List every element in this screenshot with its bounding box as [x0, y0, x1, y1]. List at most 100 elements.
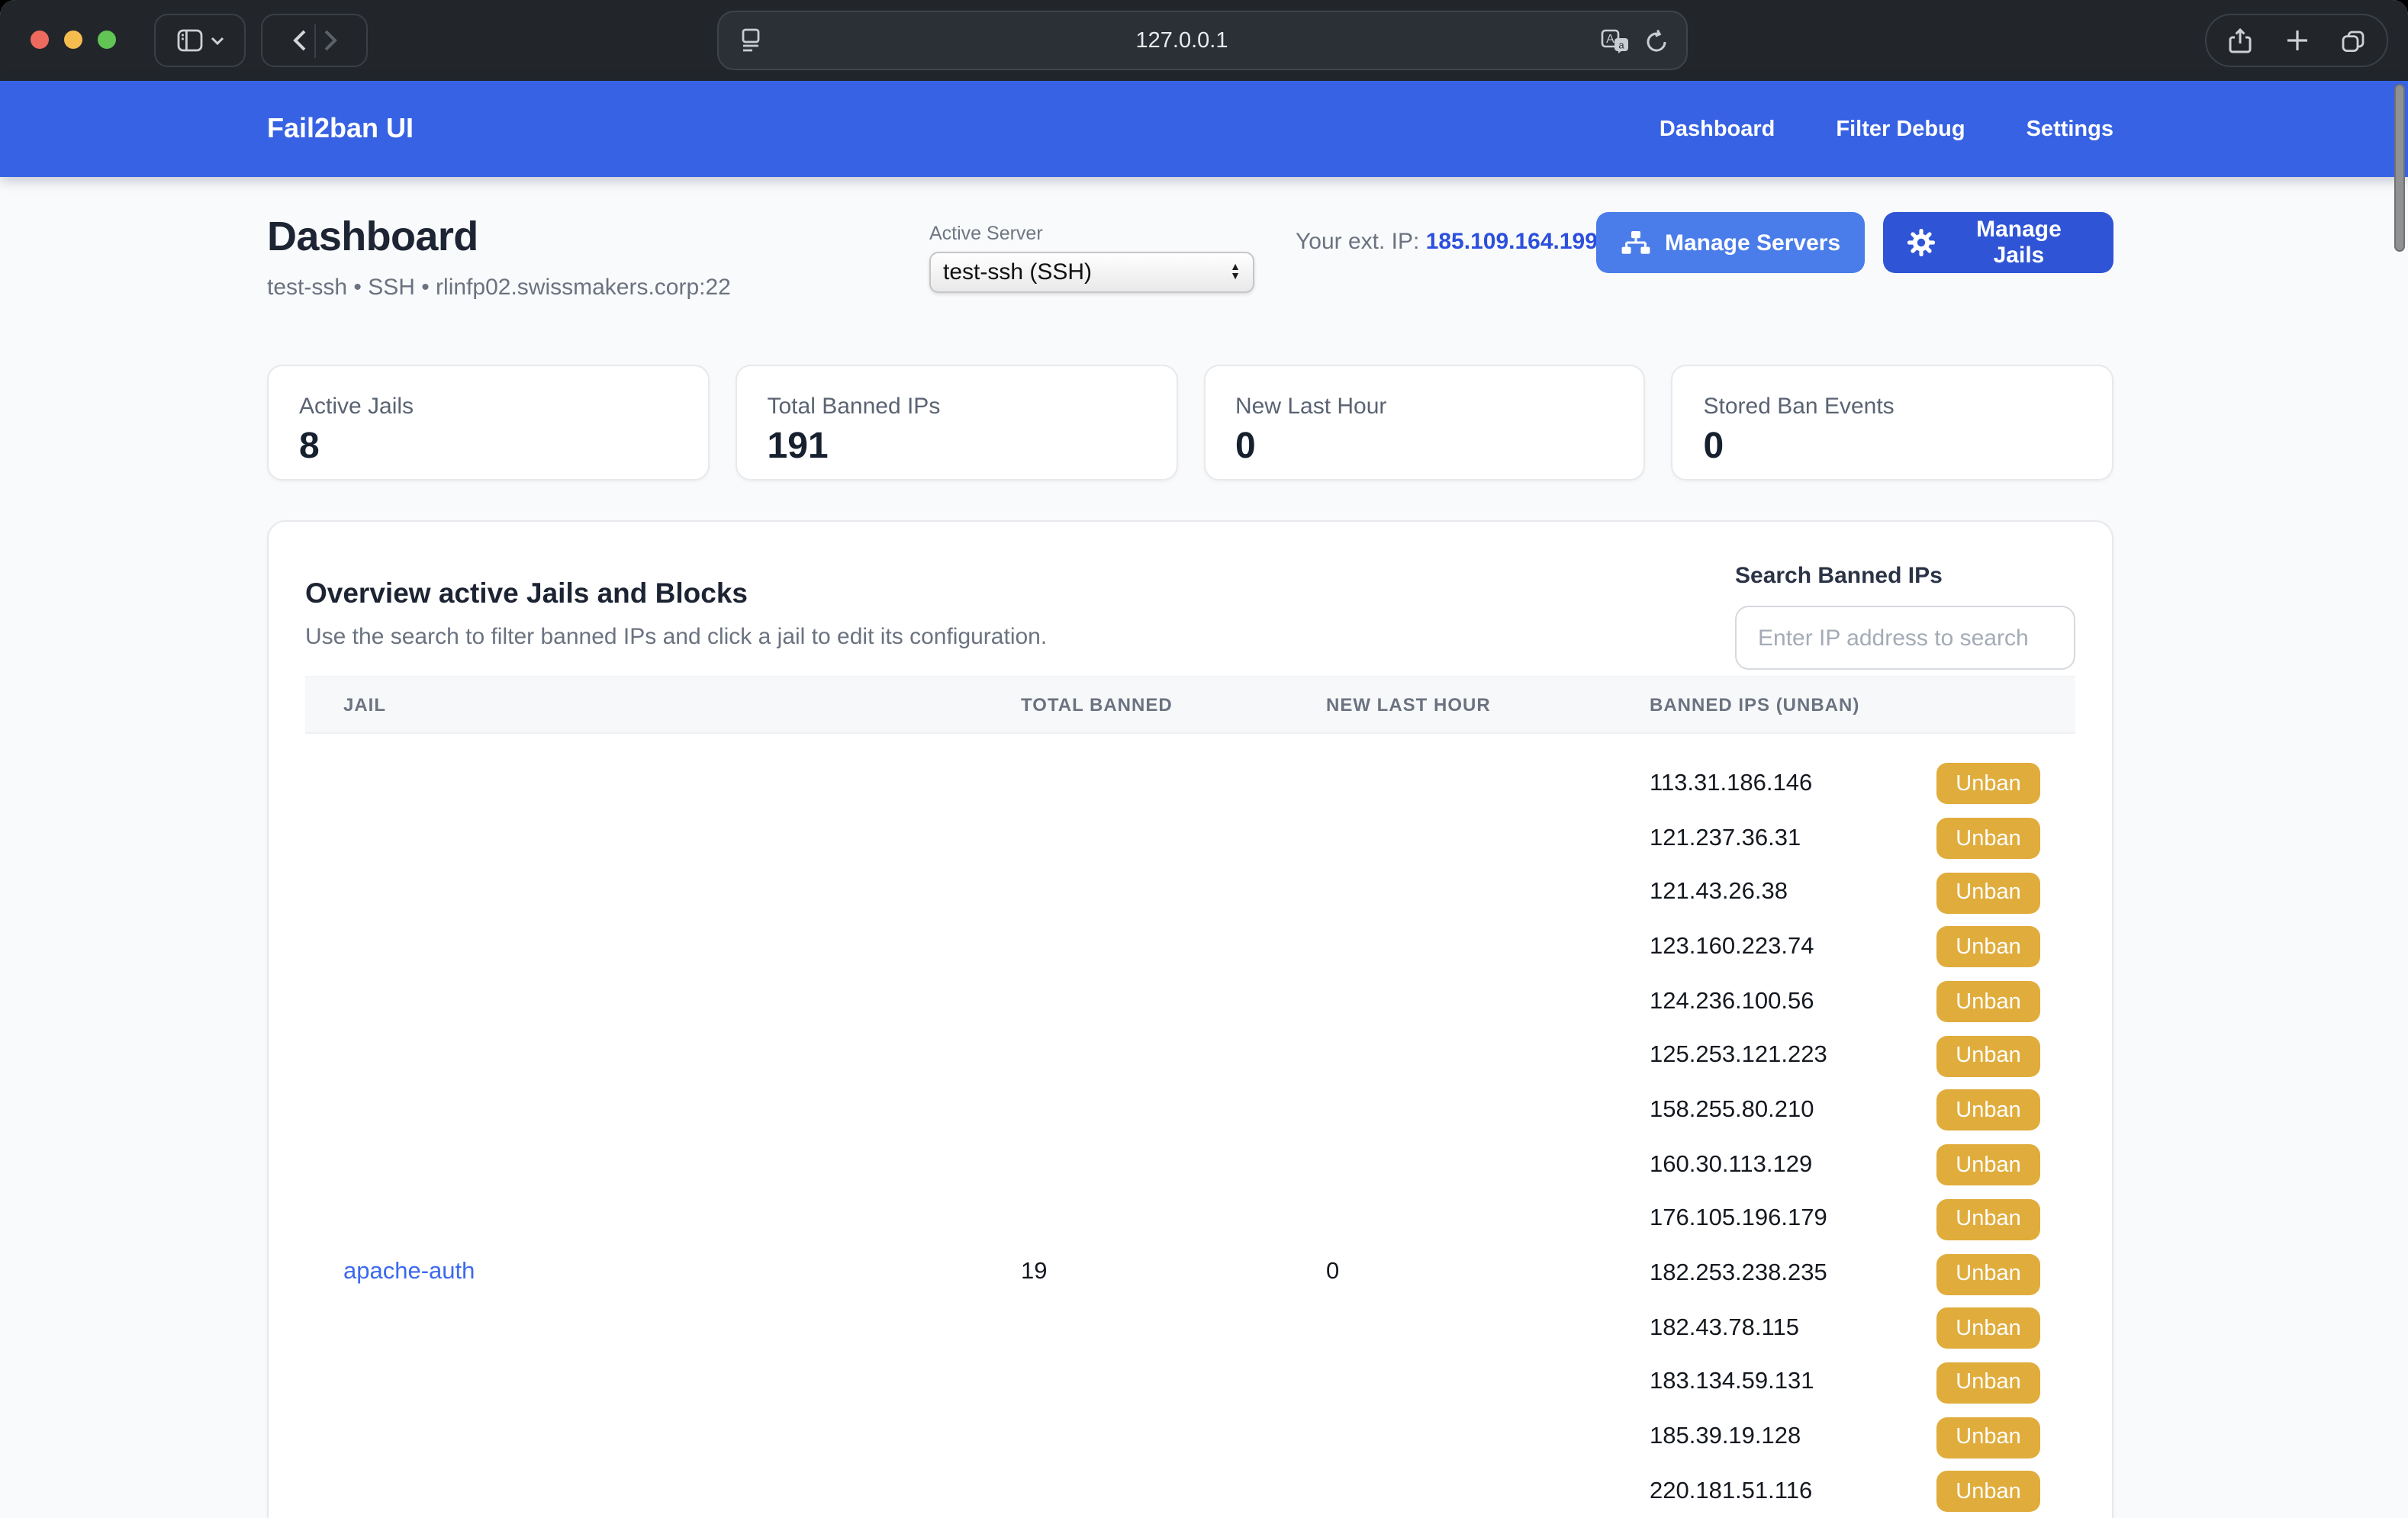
unban-button[interactable]: Unban	[1936, 981, 2040, 1023]
reload-icon[interactable]	[1645, 28, 1668, 53]
search-input[interactable]	[1735, 606, 2075, 670]
banned-ip: 123.160.223.74	[1650, 933, 1814, 960]
banned-ip: 158.255.80.210	[1650, 1096, 1814, 1123]
toolbar-right-group	[2205, 14, 2388, 67]
overview-card: Overview active Jails and Blocks Use the…	[267, 520, 2113, 1518]
banned-ip-row: 121.237.36.31 Unban	[1650, 811, 2040, 865]
banned-ip: 176.105.196.179	[1650, 1205, 1827, 1232]
svg-text:a: a	[1618, 38, 1624, 50]
banned-ip-row: 182.43.78.115 Unban	[1650, 1301, 2040, 1356]
unban-button[interactable]: Unban	[1936, 1144, 2040, 1186]
browser-titlebar: 127.0.0.1 A a	[0, 0, 2408, 81]
active-server-group: Active Server test-ssh (SSH) ▲ ▼	[929, 223, 1254, 293]
banned-ip: 182.253.238.235	[1650, 1260, 1827, 1287]
unban-button[interactable]: Unban	[1936, 1471, 2040, 1513]
share-icon[interactable]	[2228, 27, 2252, 54]
unban-button[interactable]: Unban	[1936, 1035, 2040, 1077]
new-tab-icon[interactable]	[2285, 29, 2308, 52]
external-ip-value: 185.109.164.199	[1425, 229, 1598, 255]
search-block: Search Banned IPs	[1735, 563, 2075, 670]
sidebar-icon	[176, 29, 202, 52]
unban-button[interactable]: Unban	[1936, 1198, 2040, 1240]
banned-ip-row: 160.30.113.129 Unban	[1650, 1138, 2040, 1192]
banned-ip: 185.39.19.128	[1650, 1423, 1801, 1450]
unban-button[interactable]: Unban	[1936, 1253, 2040, 1295]
col-jail: JAIL	[343, 694, 387, 716]
manage-servers-button[interactable]: Manage Servers	[1596, 212, 1866, 273]
stat-value: 8	[299, 426, 320, 467]
active-server-value: test-ssh (SSH)	[943, 259, 1093, 285]
app-navbar: Fail2ban UI Dashboard Filter Debug Setti…	[0, 81, 2408, 177]
active-server-select[interactable]: test-ssh (SSH) ▲ ▼	[929, 252, 1254, 293]
stat-card-total-banned: Total Banned IPs 191	[735, 365, 1177, 481]
nav-link-dashboard[interactable]: Dashboard	[1659, 117, 1775, 141]
banned-ip-row: 185.39.19.128 Unban	[1650, 1410, 2040, 1465]
unban-button[interactable]: Unban	[1936, 818, 2040, 860]
banned-ip-row: 125.253.121.223 Unban	[1650, 1029, 2040, 1083]
stat-value: 0	[1235, 426, 1256, 467]
stat-cards: Active Jails 8 Total Banned IPs 191 New …	[267, 365, 2113, 481]
nav-link-filter-debug[interactable]: Filter Debug	[1836, 117, 1965, 141]
unban-button[interactable]: Unban	[1936, 763, 2040, 805]
banned-ip-row: 220.181.51.116 Unban	[1650, 1465, 2040, 1518]
jails-table: JAIL TOTAL BANNED NEW LAST HOUR BANNED I…	[305, 676, 2075, 1518]
zoom-window-button[interactable]	[98, 31, 116, 49]
banned-ip-row: 121.43.26.38 Unban	[1650, 866, 2040, 920]
banned-ip: 121.237.36.31	[1650, 825, 1801, 851]
table-header-row: JAIL TOTAL BANNED NEW LAST HOUR BANNED I…	[305, 676, 2075, 734]
banned-ips-cell: 113.31.186.146 Unban 121.237.36.31 Unban 121…	[1650, 734, 2075, 1518]
unban-button[interactable]: Unban	[1936, 1362, 2040, 1404]
minimize-window-button[interactable]	[64, 31, 82, 49]
banned-ip-row: 183.134.59.131 Unban	[1650, 1356, 2040, 1410]
close-window-button[interactable]	[31, 31, 49, 49]
banned-ip: 160.30.113.129	[1650, 1151, 1813, 1178]
servers-diagram-icon	[1621, 230, 1651, 255]
active-server-label: Active Server	[929, 223, 1043, 244]
stat-value: 191	[767, 426, 829, 467]
tab-overview-icon[interactable]	[2341, 28, 2365, 53]
nav-link-settings[interactable]: Settings	[2026, 117, 2113, 141]
stat-label: Active Jails	[299, 394, 414, 420]
page-scrollbar-thumb[interactable]	[2394, 84, 2405, 252]
jail-name-link[interactable]: apache-auth	[343, 1259, 475, 1285]
banned-ip: 124.236.100.56	[1650, 988, 1814, 1015]
translate-icon[interactable]: A a	[1601, 28, 1630, 53]
unban-button[interactable]: Unban	[1936, 1089, 2040, 1131]
unban-button[interactable]: Unban	[1936, 1307, 2040, 1349]
dashboard-header: Dashboard test-ssh • SSH • rlinfp02.swis…	[267, 177, 2113, 331]
app-brand: Fail2ban UI	[267, 113, 414, 143]
search-banned-ips-label: Search Banned IPs	[1735, 563, 1943, 589]
server-subtitle: test-ssh • SSH • rlinfp02.swissmakers.co…	[267, 275, 731, 301]
overview-title: Overview active Jails and Blocks	[305, 577, 748, 609]
manage-servers-label: Manage Servers	[1665, 230, 1841, 256]
col-banned-ips: BANNED IPS (UNBAN)	[1650, 694, 1860, 716]
banned-ip-row: 124.236.100.56 Unban	[1650, 975, 2040, 1029]
total-banned-value: 19	[1021, 1259, 1048, 1285]
banned-ip: 182.43.78.115	[1650, 1314, 1799, 1341]
nav-divider	[314, 24, 315, 57]
table-row: apache-auth 19 0 113.31.186.146 Unban 121.…	[305, 734, 2075, 1518]
manage-jails-label: Manage Jails	[1976, 217, 2062, 269]
unban-button[interactable]: Unban	[1936, 872, 2040, 914]
history-nav-group	[261, 14, 368, 67]
external-ip-label: Your ext. IP:	[1296, 229, 1420, 255]
gear-icon	[1907, 229, 1935, 256]
unban-button[interactable]: Unban	[1936, 926, 2040, 968]
sidebar-toggle-button[interactable]	[154, 14, 246, 67]
manage-jails-button[interactable]: Manage Jails	[1883, 212, 2113, 273]
page-content: Dashboard test-ssh • SSH • rlinfp02.swis…	[0, 177, 2408, 1518]
external-ip: Your ext. IP: 185.109.164.199	[1296, 229, 1598, 255]
reader-page-icon[interactable]	[739, 27, 763, 53]
select-arrows-icon: ▲ ▼	[1230, 262, 1241, 281]
address-bar[interactable]: 127.0.0.1 A a	[717, 11, 1688, 70]
stat-label: Total Banned IPs	[767, 394, 941, 420]
col-total-banned: TOTAL BANNED	[1021, 694, 1173, 716]
unban-button[interactable]: Unban	[1936, 1417, 2040, 1459]
new-last-hour-value: 0	[1326, 1259, 1340, 1285]
chevron-down-icon	[210, 36, 224, 45]
back-icon[interactable]	[292, 29, 306, 52]
col-new-last-hour: NEW LAST HOUR	[1326, 694, 1491, 716]
forward-icon[interactable]	[323, 29, 336, 52]
overview-description: Use the search to filter banned IPs and …	[305, 624, 1048, 650]
